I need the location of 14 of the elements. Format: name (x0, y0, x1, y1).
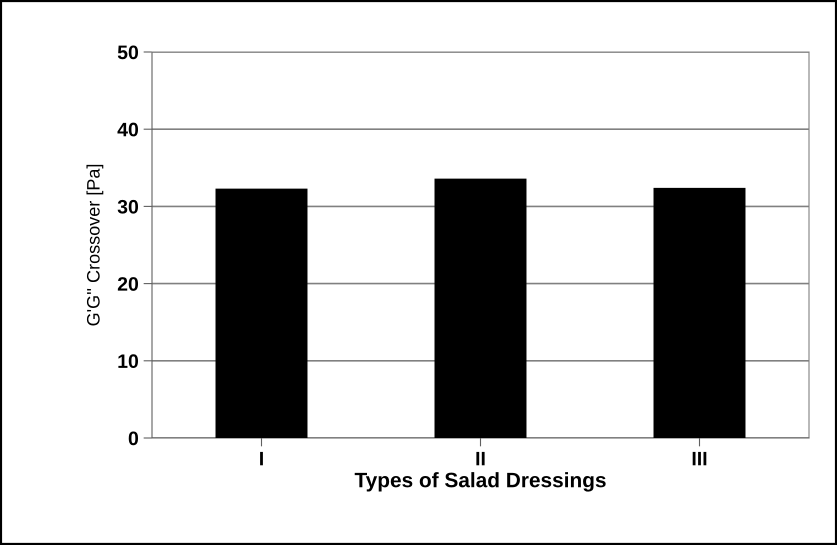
y-axis-title: G'G'' Crossover [Pa] (86, 164, 104, 326)
x-tick-label: III (692, 452, 706, 466)
y-tick-label: 20 (118, 277, 138, 291)
y-tick-label: 30 (118, 200, 138, 214)
x-axis-title: Types of Salad Dressings (354, 472, 606, 492)
x-tick-label: I (260, 452, 263, 466)
bar (216, 188, 308, 438)
bar (434, 178, 526, 438)
y-tick-label: 0 (128, 431, 138, 446)
y-tick-label: 10 (118, 354, 138, 368)
y-tick-label: 50 (118, 45, 138, 60)
bar (654, 188, 746, 438)
x-tick-label: II (476, 452, 485, 466)
y-tick-label: 40 (117, 122, 138, 136)
